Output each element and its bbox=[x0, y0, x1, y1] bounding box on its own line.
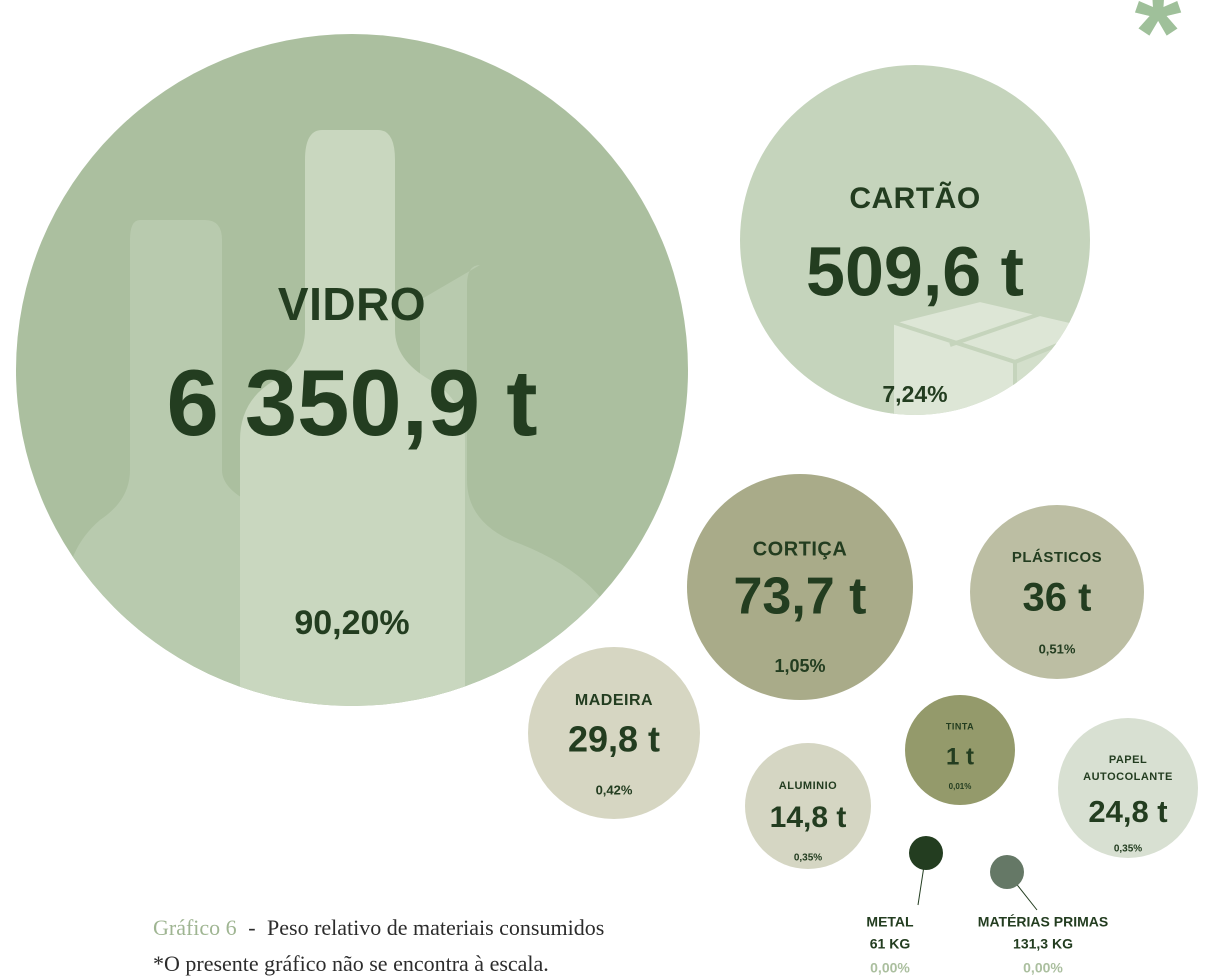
bubble-amount: 14,8 t bbox=[770, 801, 847, 834]
bubble-share: 0,42% bbox=[596, 782, 633, 797]
bubble-amount: 24,8 t bbox=[1088, 794, 1167, 829]
bubble-name: MADEIRA bbox=[575, 692, 653, 709]
bubble-amount: 1 t bbox=[946, 743, 974, 770]
bubble-name: PAPEL bbox=[1109, 754, 1147, 766]
bottles bbox=[65, 130, 625, 706]
bubble-share: 90,20% bbox=[294, 604, 409, 642]
dot bbox=[990, 855, 1024, 889]
bubble-amount: 73,7 t bbox=[734, 568, 867, 626]
caption: Gráfico 6 - Peso relativo de materiais c… bbox=[153, 915, 604, 940]
caption-text: Peso relativo de materiais consumidos bbox=[267, 915, 604, 940]
bubble bbox=[905, 695, 1015, 805]
bubble bbox=[1058, 718, 1198, 858]
dot bbox=[909, 836, 943, 870]
bubble-amount: 509,6 t bbox=[806, 232, 1024, 310]
bubble-name: TINTA bbox=[946, 721, 974, 731]
caption-note: *O presente gráfico não se encontra à es… bbox=[153, 951, 549, 976]
item-share: 0,00% bbox=[870, 960, 910, 976]
bubble-amount: 6 350,9 t bbox=[166, 350, 537, 455]
bubble-share: 0,35% bbox=[794, 853, 822, 864]
bubbles: VIDRO 6 350,9 t 90,20% CARTÃO 509,6 t 7,24% CO… bbox=[166, 181, 1198, 976]
bubble-amount: 29,8 t bbox=[568, 719, 660, 760]
item-amount: 131,3 KG bbox=[1013, 936, 1073, 952]
bubble-amount: 36 t bbox=[1023, 576, 1092, 620]
item-name: METAL bbox=[866, 914, 914, 930]
bubble-name: AUTOCOLANTE bbox=[1083, 771, 1173, 783]
bubble-share: 0,01% bbox=[949, 782, 972, 791]
bubble-name: PLÁSTICOS bbox=[1012, 549, 1102, 566]
bubble bbox=[687, 474, 913, 700]
item-amount: 61 KG bbox=[870, 936, 911, 952]
bubble-share: 7,24% bbox=[882, 381, 947, 407]
bubble-share: 0,35% bbox=[1114, 844, 1142, 855]
box bbox=[884, 297, 1090, 415]
bubble bbox=[528, 647, 700, 819]
caption-separator: - bbox=[248, 915, 255, 940]
bubble-name: CARTÃO bbox=[849, 181, 980, 215]
bubble bbox=[970, 505, 1144, 679]
caption-label: Gráfico 6 bbox=[153, 915, 237, 940]
bubble-name: ALUMINIO bbox=[779, 780, 837, 792]
bubble-name: VIDRO bbox=[278, 278, 426, 330]
asterisk: * bbox=[1135, 0, 1182, 100]
item-share: 0,00% bbox=[1023, 960, 1063, 976]
bubble bbox=[745, 743, 871, 869]
item-name: MATÉRIAS PRIMAS bbox=[978, 914, 1108, 930]
bubble-share: 0,51% bbox=[1039, 641, 1076, 656]
bubble-share: 1,05% bbox=[774, 656, 825, 676]
bubble-name: CORTIÇA bbox=[753, 538, 848, 560]
